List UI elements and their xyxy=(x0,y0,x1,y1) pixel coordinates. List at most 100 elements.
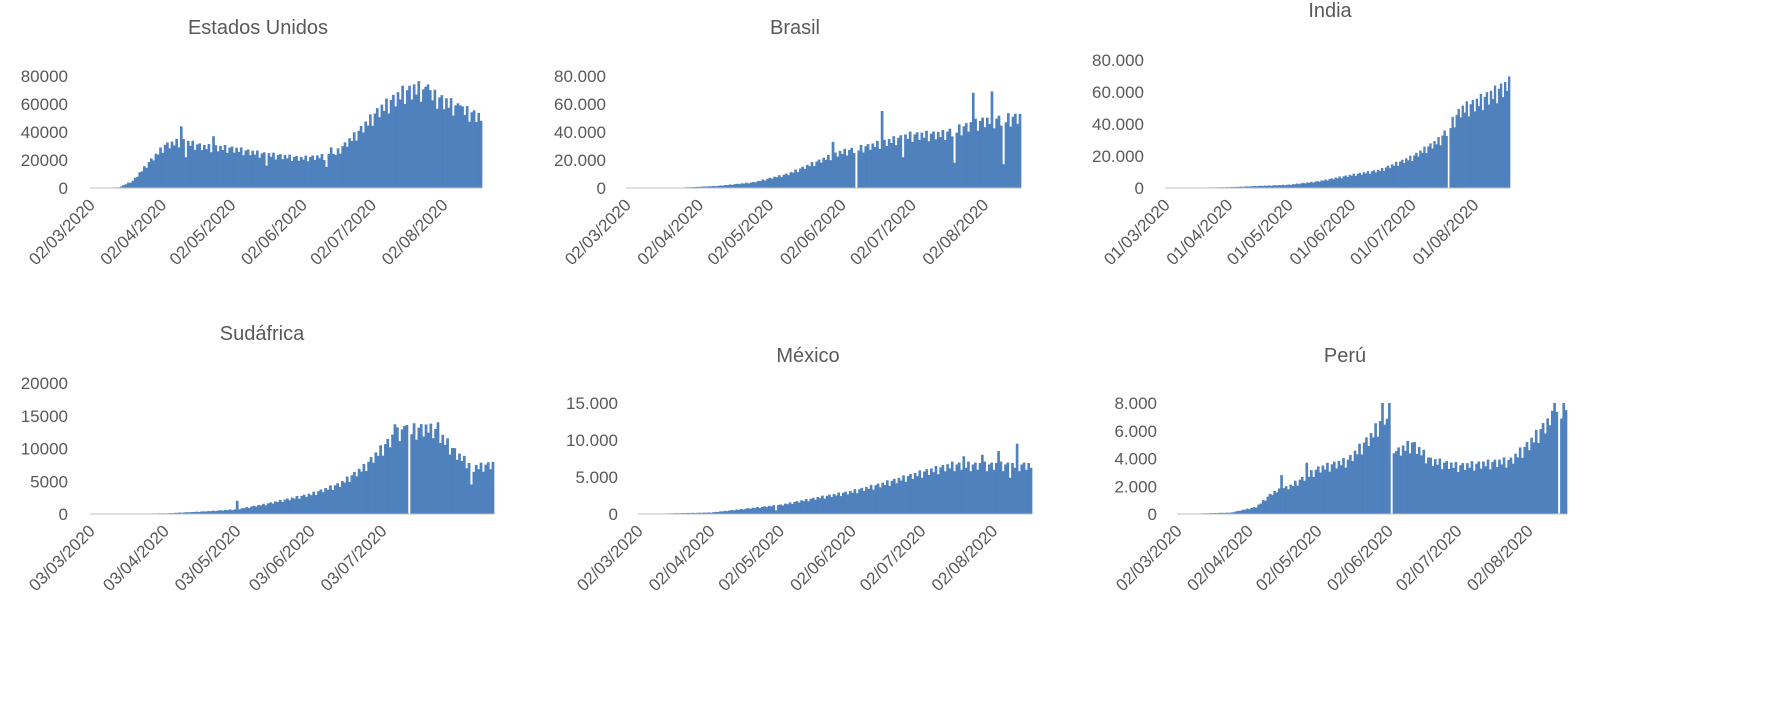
bar xyxy=(217,151,220,188)
bar xyxy=(322,492,325,514)
bar xyxy=(983,462,986,514)
bar xyxy=(152,160,155,188)
bar xyxy=(823,499,826,514)
bar xyxy=(949,129,952,188)
bar xyxy=(221,150,224,188)
bar xyxy=(1381,403,1384,514)
bar xyxy=(805,499,808,514)
bar xyxy=(777,505,780,514)
bar xyxy=(762,179,765,188)
bar xyxy=(972,464,975,514)
bar xyxy=(1273,491,1276,514)
bar xyxy=(1484,97,1486,188)
bar xyxy=(300,157,303,188)
bar xyxy=(1370,433,1373,514)
bar xyxy=(1246,509,1249,514)
y-tick-label: 4.000 xyxy=(1114,450,1157,469)
bar xyxy=(932,132,935,189)
bar xyxy=(141,171,144,188)
bar xyxy=(1347,460,1350,514)
bar xyxy=(1535,430,1538,514)
bar xyxy=(1020,464,1023,514)
bar xyxy=(1322,181,1324,188)
bar xyxy=(226,510,229,514)
bar xyxy=(451,448,454,514)
bar xyxy=(231,510,234,514)
bar xyxy=(250,507,253,514)
x-tick-label: 02/06/2020 xyxy=(786,521,860,595)
bar xyxy=(935,139,938,188)
bar xyxy=(422,89,425,188)
bar xyxy=(236,501,239,514)
bar xyxy=(1466,101,1468,188)
bar xyxy=(1494,460,1497,514)
bar xyxy=(960,470,963,514)
chart-1: Estados Unidos02000040000600008000002/03… xyxy=(21,17,483,269)
bar xyxy=(883,140,886,188)
bar xyxy=(979,463,982,514)
bar xyxy=(434,429,437,514)
bar xyxy=(241,508,244,514)
bar xyxy=(178,147,181,188)
bar xyxy=(371,126,374,188)
bar xyxy=(1494,86,1496,188)
bar xyxy=(438,97,441,188)
bar xyxy=(1019,114,1022,188)
bar xyxy=(331,490,334,514)
bar xyxy=(279,154,282,188)
bar xyxy=(394,424,397,514)
bar xyxy=(265,166,268,188)
bar xyxy=(1266,497,1269,514)
bar xyxy=(1262,500,1265,514)
bar xyxy=(750,182,753,188)
bar xyxy=(205,149,208,188)
bar xyxy=(219,510,222,514)
y-tick-label: 0 xyxy=(609,505,618,524)
bar xyxy=(251,151,254,188)
bar xyxy=(360,472,363,514)
bar xyxy=(829,160,832,188)
bar xyxy=(1344,468,1347,514)
bar xyxy=(798,502,801,514)
x-tick-label: 02/07/2020 xyxy=(1392,521,1466,595)
bar xyxy=(1294,184,1296,188)
bar xyxy=(403,426,406,514)
bar xyxy=(850,148,853,188)
bar xyxy=(748,183,751,188)
bar xyxy=(1487,460,1490,514)
bar xyxy=(281,502,284,514)
bar xyxy=(339,154,342,188)
bar xyxy=(1306,182,1308,188)
bar xyxy=(1474,111,1476,188)
bar xyxy=(780,177,783,188)
bar xyxy=(288,155,291,188)
bar xyxy=(881,483,884,514)
bar xyxy=(848,150,851,188)
bar xyxy=(1288,185,1290,188)
bar xyxy=(1326,181,1328,188)
bar xyxy=(1004,464,1007,514)
bar xyxy=(369,114,372,188)
bar xyxy=(1427,458,1430,514)
bar xyxy=(487,462,490,514)
bar xyxy=(1405,158,1407,188)
bar xyxy=(1402,446,1405,514)
bar xyxy=(1369,174,1371,188)
bar xyxy=(854,489,857,514)
chart-title: Sudáfrica xyxy=(220,323,305,345)
bar xyxy=(138,172,141,188)
bar xyxy=(991,91,994,188)
bar xyxy=(1498,460,1501,514)
bar xyxy=(1310,470,1313,514)
bar xyxy=(1343,176,1345,188)
bar xyxy=(198,143,201,188)
bar xyxy=(270,157,273,188)
bar xyxy=(305,497,308,514)
bar xyxy=(1519,447,1522,514)
bar xyxy=(1007,463,1010,514)
bar xyxy=(793,502,796,514)
bar xyxy=(1486,92,1488,188)
bar xyxy=(1514,454,1517,514)
bar xyxy=(187,141,190,188)
bar xyxy=(370,457,373,514)
